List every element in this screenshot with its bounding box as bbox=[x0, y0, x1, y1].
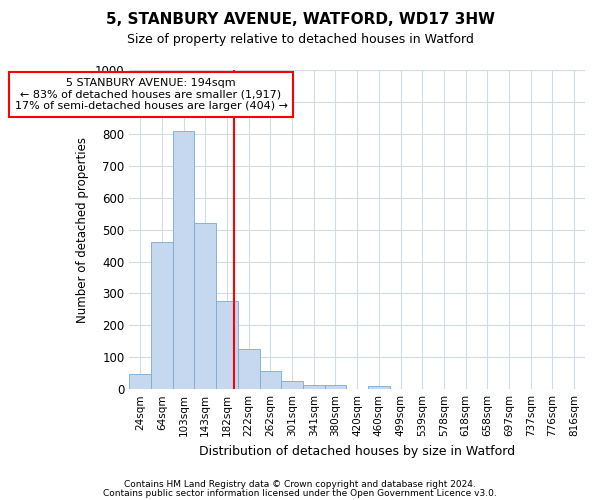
Bar bbox=[216, 302, 238, 389]
Text: 5 STANBURY AVENUE: 194sqm
← 83% of detached houses are smaller (1,917)
17% of se: 5 STANBURY AVENUE: 194sqm ← 83% of detac… bbox=[14, 78, 287, 111]
Text: 5, STANBURY AVENUE, WATFORD, WD17 3HW: 5, STANBURY AVENUE, WATFORD, WD17 3HW bbox=[106, 12, 494, 28]
Bar bbox=[238, 350, 260, 389]
Bar bbox=[151, 242, 173, 389]
Bar bbox=[303, 385, 325, 389]
Bar bbox=[130, 374, 151, 389]
Text: Contains public sector information licensed under the Open Government Licence v3: Contains public sector information licen… bbox=[103, 490, 497, 498]
Bar bbox=[325, 385, 346, 389]
Bar bbox=[260, 371, 281, 389]
Text: Contains HM Land Registry data © Crown copyright and database right 2024.: Contains HM Land Registry data © Crown c… bbox=[124, 480, 476, 489]
Bar bbox=[173, 130, 194, 389]
Bar bbox=[368, 386, 390, 389]
Y-axis label: Number of detached properties: Number of detached properties bbox=[76, 136, 89, 322]
Text: Size of property relative to detached houses in Watford: Size of property relative to detached ho… bbox=[127, 32, 473, 46]
Bar bbox=[281, 381, 303, 389]
Bar bbox=[194, 223, 216, 389]
X-axis label: Distribution of detached houses by size in Watford: Distribution of detached houses by size … bbox=[199, 444, 515, 458]
